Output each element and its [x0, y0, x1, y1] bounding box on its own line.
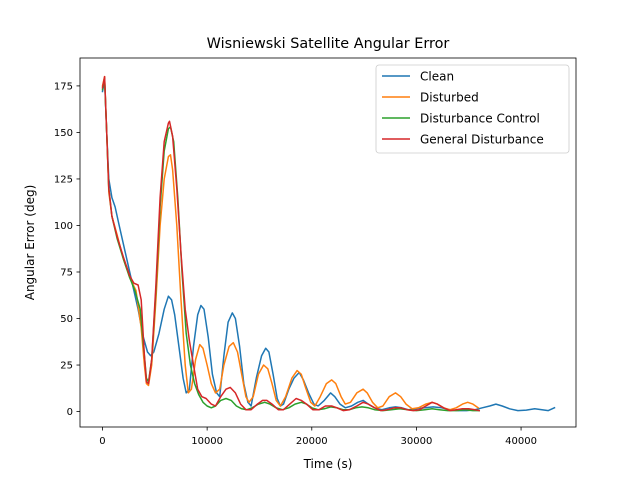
- x-tick-label: 10000: [191, 436, 223, 447]
- y-tick-label: 100: [54, 221, 73, 232]
- series-lines: [101, 75, 556, 412]
- chart-title: Wisniewski Satellite Angular Error: [207, 36, 450, 52]
- y-axis-ticks: 0 25 50 75 100 125 150 175: [54, 82, 80, 418]
- y-tick-label: 175: [54, 82, 73, 93]
- plot-frame: [79, 57, 577, 428]
- y-tick-label: 0: [67, 407, 73, 418]
- y-tick-label: 25: [60, 361, 73, 372]
- x-axis-label: Time (s): [303, 457, 353, 471]
- legend: Clean Disturbed Disturbance Control General…: [375, 64, 570, 154]
- y-tick-label: 75: [60, 268, 73, 279]
- legend-label: Disturbed: [420, 91, 479, 105]
- x-tick-label: 20000: [296, 436, 328, 447]
- legend-box: [375, 64, 570, 154]
- x-axis-ticks: 0 10000 20000 30000 40000: [99, 427, 537, 447]
- x-tick-label: 40000: [505, 436, 537, 447]
- y-tick-label: 50: [60, 314, 73, 325]
- legend-label: Clean: [420, 70, 454, 84]
- x-tick-label: 0: [99, 436, 105, 447]
- series-line-general-disturbance: [101, 75, 481, 412]
- y-axis-label: Angular Error (deg): [23, 185, 37, 301]
- y-tick-label: 125: [54, 175, 73, 186]
- legend-label: Disturbance Control: [420, 112, 540, 126]
- x-tick-label: 30000: [401, 436, 433, 447]
- legend-label: General Disturbance: [420, 133, 544, 147]
- y-tick-label: 150: [54, 128, 73, 139]
